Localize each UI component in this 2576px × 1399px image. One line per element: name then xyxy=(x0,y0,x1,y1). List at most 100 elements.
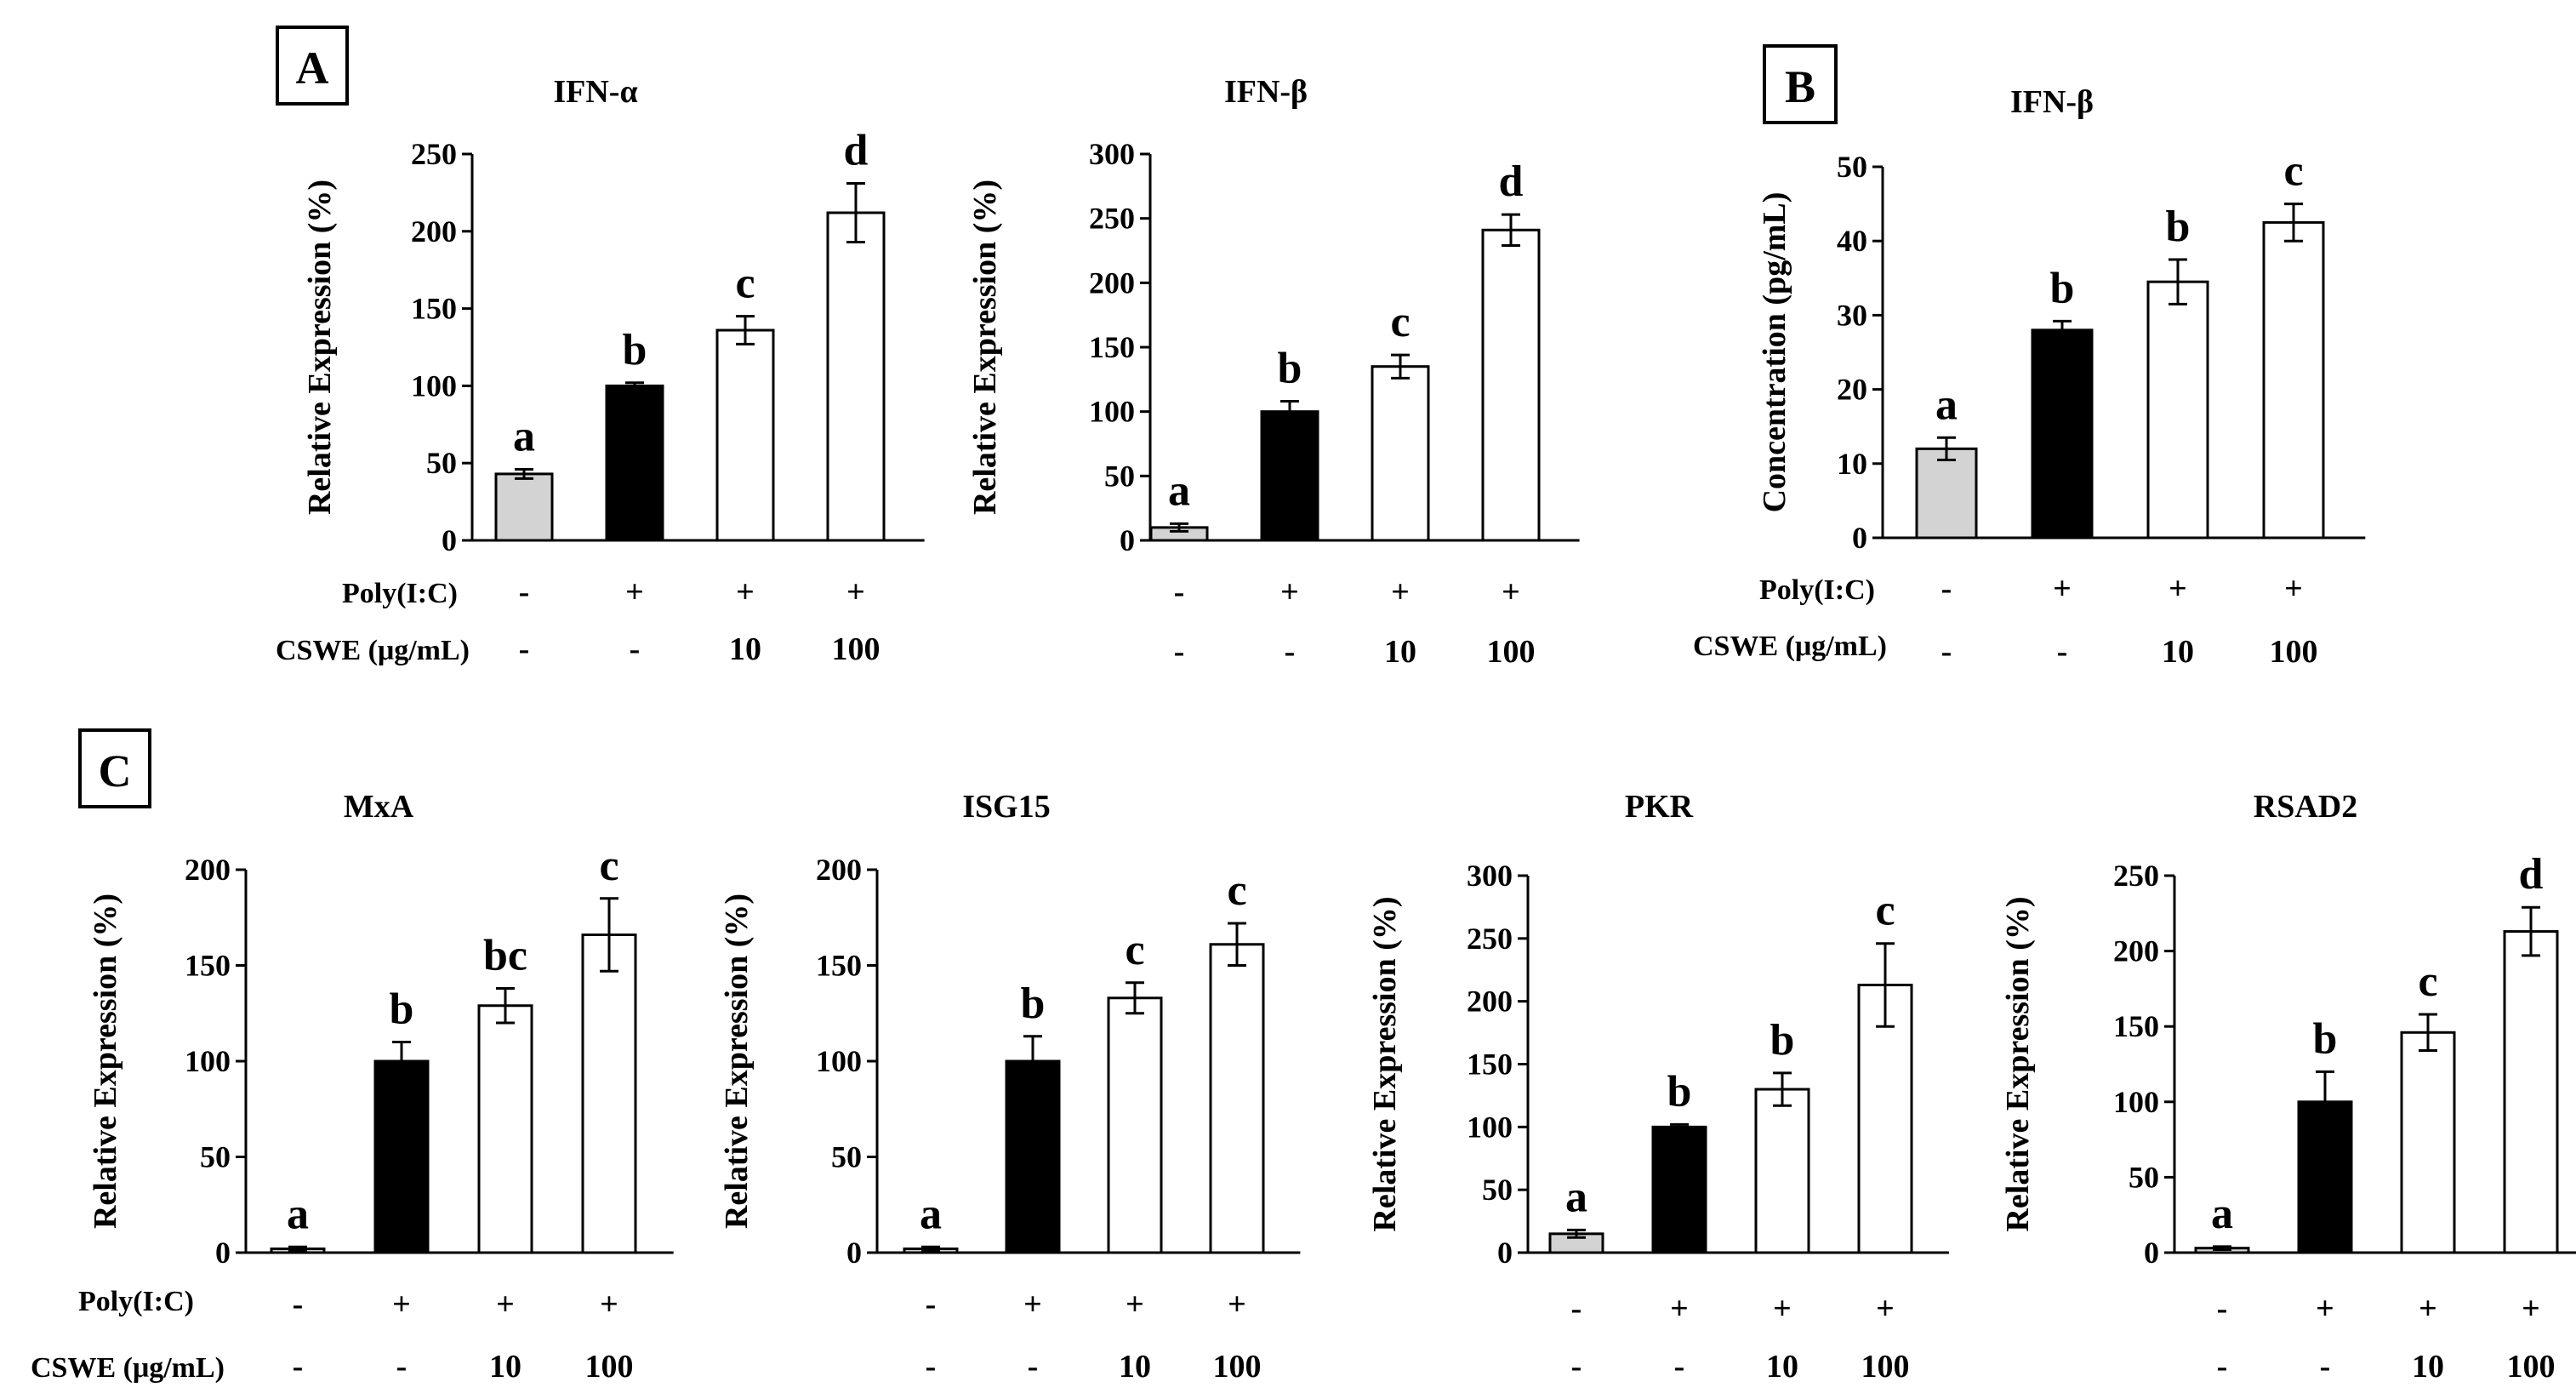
poly-condition: + xyxy=(600,1287,618,1322)
chart-title: RSAD2 xyxy=(2254,789,2357,825)
panel-label-a-text: A xyxy=(296,43,329,94)
y-tick-label: 0 xyxy=(2144,1236,2159,1270)
bar xyxy=(477,1004,533,1254)
cswe-condition: - xyxy=(1174,634,1185,670)
significance-letter: b xyxy=(1667,1067,1692,1116)
y-tick-label: 100 xyxy=(816,1044,862,1078)
chart-rsad2: RSAD2 Relative Expression (%) 0 50 100 150 200… xyxy=(2000,789,2576,1385)
poly-condition: + xyxy=(2053,571,2072,607)
significance-letter: c xyxy=(2283,147,2303,196)
y-axis-label: Relative Expression (%) xyxy=(302,180,338,515)
y-tick-label: 100 xyxy=(2113,1085,2159,1119)
bar xyxy=(2262,220,2325,540)
panel-label-a: A xyxy=(276,26,349,106)
cswe-condition: 10 xyxy=(729,631,761,667)
y-tick-label: 0 xyxy=(215,1236,231,1270)
poly-condition: - xyxy=(2217,1291,2228,1327)
cswe-condition: - xyxy=(519,631,530,667)
chart-title: IFN-β xyxy=(2010,84,2094,120)
bar xyxy=(2503,930,2559,1254)
significance-letter: b xyxy=(1021,979,1046,1028)
y-axis-label: Relative Expression (%) xyxy=(2000,896,2036,1231)
poly-condition: + xyxy=(2522,1291,2540,1327)
significance-letter: c xyxy=(1875,887,1895,935)
bar xyxy=(1209,943,1265,1254)
y-tick-label: 0 xyxy=(1120,523,1135,557)
significance-letter: b xyxy=(1770,1016,1795,1065)
row-label-poly-b: Poly(I:C) xyxy=(1759,574,1875,606)
chart-title: MxA xyxy=(344,789,414,825)
cswe-condition: - xyxy=(1028,1349,1039,1385)
y-tick-label: 200 xyxy=(1467,985,1513,1019)
y-tick-label: 30 xyxy=(1837,298,1867,332)
significance-letter: c xyxy=(599,842,618,890)
cswe-condition: - xyxy=(1941,634,1952,670)
significance-letter: b xyxy=(390,985,414,1034)
cswe-condition: 10 xyxy=(1384,634,1416,670)
y-tick-label: 150 xyxy=(1089,330,1135,364)
bar xyxy=(605,384,664,542)
cswe-condition: - xyxy=(2057,634,2068,670)
cswe-condition: 100 xyxy=(585,1349,634,1385)
y-axis-label: Concentration (pg/mL) xyxy=(1757,192,1792,513)
significance-letter: b xyxy=(623,326,647,374)
chart-ifn-alpha: IFN-α Relative Expression (%) 0 50 100 150 200… xyxy=(302,74,925,667)
y-tick-label: 50 xyxy=(2129,1160,2159,1194)
y-tick-label: 50 xyxy=(1482,1173,1513,1207)
significance-letter: d xyxy=(844,127,869,175)
cswe-condition: 100 xyxy=(2507,1349,2556,1385)
bar xyxy=(1005,1059,1061,1254)
bar xyxy=(1371,365,1430,542)
chart-title: ISG15 xyxy=(962,789,1050,825)
poly-condition: - xyxy=(293,1287,304,1322)
poly-condition: - xyxy=(1174,574,1185,610)
cswe-condition: 100 xyxy=(1487,634,1536,670)
bar xyxy=(2031,328,2094,540)
significance-letter: a xyxy=(2211,1190,2233,1238)
poly-condition: + xyxy=(2284,571,2303,607)
panel-label-b-text: B xyxy=(1785,61,1815,112)
poly-condition: - xyxy=(926,1287,937,1322)
panel-label-c-text: C xyxy=(99,745,132,797)
y-tick-label: 50 xyxy=(831,1140,862,1174)
y-tick-label: 150 xyxy=(411,292,457,326)
poly-condition: + xyxy=(736,574,755,610)
poly-condition: + xyxy=(1670,1291,1689,1327)
poly-condition: - xyxy=(1941,571,1952,607)
poly-condition: + xyxy=(1280,574,1299,610)
cswe-condition: 10 xyxy=(1119,1349,1151,1385)
y-tick-label: 10 xyxy=(1837,447,1867,481)
row-label-poly-c: Poly(I:C) xyxy=(78,1286,194,1317)
cswe-condition: 100 xyxy=(2270,634,2318,670)
row-label-cswe-b: CSWE (μg/mL) xyxy=(1693,631,1887,662)
significance-letter: d xyxy=(2519,850,2544,899)
chart-ifn-beta-concentration: IFN-β Concentration (pg/mL) 0 10 20 30 40 50 a - -… xyxy=(1757,84,2366,670)
poly-condition: + xyxy=(1773,1291,1792,1327)
poly-condition: + xyxy=(2419,1291,2437,1327)
y-tick-label: 100 xyxy=(411,368,457,403)
significance-letter: b xyxy=(2313,1014,2338,1063)
cswe-condition: 10 xyxy=(2412,1349,2444,1385)
y-tick-label: 150 xyxy=(2113,1009,2159,1043)
bar xyxy=(1915,447,1978,540)
row-label-cswe-c: CSWE (μg/mL) xyxy=(31,1352,225,1384)
y-tick-label: 50 xyxy=(1837,150,1867,184)
cswe-condition: 10 xyxy=(1766,1349,1798,1385)
cswe-condition: - xyxy=(2320,1349,2331,1385)
bar xyxy=(373,1059,430,1254)
cswe-condition: 10 xyxy=(2162,634,2194,670)
significance-letter: a xyxy=(1565,1173,1587,1221)
y-axis-label: Relative Expression (%) xyxy=(967,180,1003,515)
chart-isg15: ISG15 Relative Expression (%) 0 50 100 150 200… xyxy=(719,789,1301,1385)
significance-letter: b xyxy=(1278,345,1302,393)
significance-letter: c xyxy=(1125,926,1144,974)
significance-letter: d xyxy=(1499,157,1524,206)
cswe-condition: - xyxy=(293,1349,304,1385)
y-tick-label: 200 xyxy=(185,853,231,887)
y-tick-label: 200 xyxy=(816,853,862,887)
y-tick-label: 250 xyxy=(1467,922,1513,956)
y-tick-label: 150 xyxy=(185,949,231,983)
y-tick-label: 100 xyxy=(1089,395,1135,429)
bar xyxy=(715,328,775,542)
y-tick-label: 200 xyxy=(1089,266,1135,300)
